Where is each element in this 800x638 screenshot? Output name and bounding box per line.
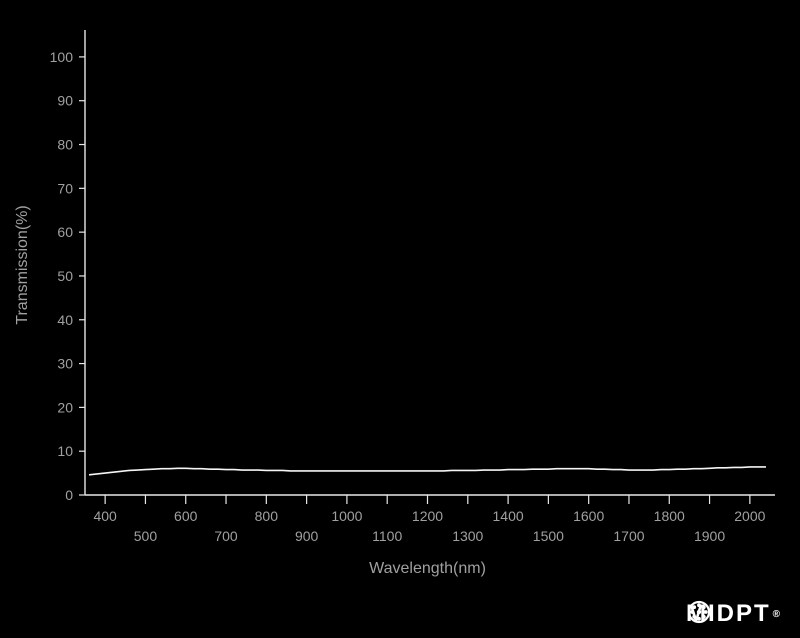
transmission-line	[89, 467, 766, 475]
x-tick-label: 1000	[331, 508, 362, 524]
x-tick-label: 1800	[654, 508, 685, 524]
x-tick-label: 1300	[452, 528, 483, 544]
y-tick-label: 80	[57, 137, 73, 153]
y-tick-label: 20	[57, 399, 73, 415]
x-tick-label: 800	[255, 508, 279, 524]
logo-suffix: PT	[736, 600, 771, 628]
chart-svg: 0 10 20 30 40 50 60 70 80 90 100 400 600 800 1000 1200 1…	[0, 0, 800, 638]
x-tick-label: 900	[295, 528, 319, 544]
x-tick-label: 2000	[734, 508, 765, 524]
y-tick-label: 30	[57, 356, 73, 372]
x-tick-label: 600	[174, 508, 198, 524]
y-tick-label: 50	[57, 268, 73, 284]
y-tick-label: 40	[57, 312, 73, 328]
x-tick-label: 1500	[533, 528, 564, 544]
x-tick-label: 500	[134, 528, 158, 544]
y-tick-label: 70	[57, 180, 73, 196]
x-tick-label: 1900	[694, 528, 725, 544]
logo-registered: ®	[773, 609, 782, 620]
x-tick-label: 1200	[412, 508, 443, 524]
x-tick-label: 1100	[372, 528, 402, 544]
x-tick-label: 1400	[493, 508, 524, 524]
y-tick-label: 100	[50, 49, 74, 65]
gear-icon	[687, 600, 711, 624]
y-axis-label: Transmission(%)	[14, 205, 31, 324]
x-tick-label: 1700	[613, 528, 644, 544]
transmission-chart: 0 10 20 30 40 50 60 70 80 90 100 400 600 800 1000 1200 1…	[0, 0, 800, 638]
brand-logo: MID PT ®	[686, 600, 782, 628]
x-tick-label: 400	[93, 508, 117, 524]
x-axis-label: Wavelength(nm)	[369, 560, 486, 577]
y-tick-label: 0	[65, 487, 73, 503]
x-tick-label: 700	[214, 528, 238, 544]
logo-text: MID PT ®	[686, 600, 782, 628]
y-tick-label: 10	[57, 443, 73, 459]
x-tick-label: 1600	[573, 508, 604, 524]
y-tick-label: 60	[57, 224, 73, 240]
y-tick-label: 90	[57, 93, 73, 109]
